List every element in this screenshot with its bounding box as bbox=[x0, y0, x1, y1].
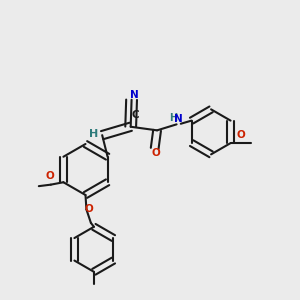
Text: O: O bbox=[236, 130, 245, 140]
Text: O: O bbox=[46, 171, 54, 181]
Text: O: O bbox=[85, 204, 94, 214]
Text: H: H bbox=[169, 113, 178, 123]
Text: C: C bbox=[131, 110, 139, 120]
Text: N: N bbox=[174, 114, 183, 124]
Text: O: O bbox=[152, 148, 160, 158]
Text: N: N bbox=[130, 90, 138, 100]
Text: H: H bbox=[89, 129, 98, 139]
